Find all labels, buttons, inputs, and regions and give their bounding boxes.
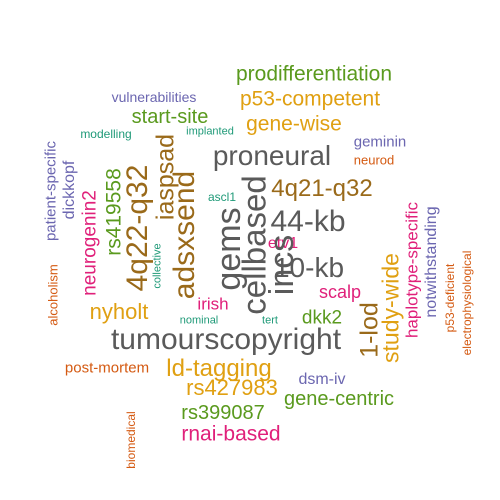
word-10-kb: 10-kb xyxy=(273,252,345,283)
word-patient-specific: patient-specific xyxy=(42,140,60,242)
word-haplotype-specific: haplotype-specific xyxy=(402,201,422,339)
word-ld-tagging: ld-tagging xyxy=(166,355,272,382)
word-rs427983: rs427983 xyxy=(186,375,278,400)
word-irish: irish xyxy=(197,294,229,314)
word-p53-deficient: p53-deficient xyxy=(443,263,457,333)
word-proneural: proneural xyxy=(212,140,332,171)
word-44-kb: 44-kb xyxy=(270,205,346,238)
word-geminin: geminin xyxy=(353,133,407,151)
word-dickkopf: dickkopf xyxy=(61,160,78,220)
word-scalp: scalp xyxy=(318,282,362,302)
word-dsm-iv: dsm-iv xyxy=(298,371,346,388)
word-gene-wise: gene-wise xyxy=(246,112,342,136)
word-incs: incs xyxy=(263,234,301,296)
word-adsxsend: adsxsend xyxy=(168,170,201,300)
word-biomedical: biomedical xyxy=(124,411,138,469)
word-etv1: etv1 xyxy=(267,235,299,252)
word-modelling: modelling xyxy=(80,127,132,141)
word-electrophysiological: electrophysiological xyxy=(460,250,474,356)
word-notwithstanding: notwithstanding xyxy=(423,206,440,318)
word-rnai-based: rnai-based xyxy=(181,422,281,446)
word-p53-competent: p53-competent xyxy=(239,87,381,111)
word-tumourscopyright: tumourscopyright xyxy=(110,323,342,356)
word-ascl1: ascl1 xyxy=(207,190,237,204)
word-4q22-q32: 4q22-q32 xyxy=(121,164,154,292)
word-neurod: neurod xyxy=(353,152,395,168)
word-nominal: nominal xyxy=(179,314,219,327)
word-prodifferentiation: prodifferentiation xyxy=(235,62,393,86)
word-study-wide: study-wide xyxy=(377,253,404,363)
word-gene-centric: gene-centric xyxy=(283,388,395,410)
word-4q21-q32: 4q21-q32 xyxy=(271,175,373,202)
word-collective: collective xyxy=(151,243,164,289)
word-tert: tert xyxy=(262,314,278,327)
word-post-mortem: post-mortem xyxy=(64,359,150,377)
word-rs399087: rs399087 xyxy=(181,402,265,424)
word-start-site: start-site xyxy=(131,106,209,128)
word-nyholt: nyholt xyxy=(89,299,149,324)
word-alcoholism: alcoholism xyxy=(45,264,61,326)
word-dkk2: dkk2 xyxy=(301,307,343,329)
word-vulnerabilities: vulnerabilities xyxy=(111,89,197,105)
word-implanted: implanted xyxy=(186,125,234,138)
word-neurogenin2: neurogenin2 xyxy=(79,190,101,296)
